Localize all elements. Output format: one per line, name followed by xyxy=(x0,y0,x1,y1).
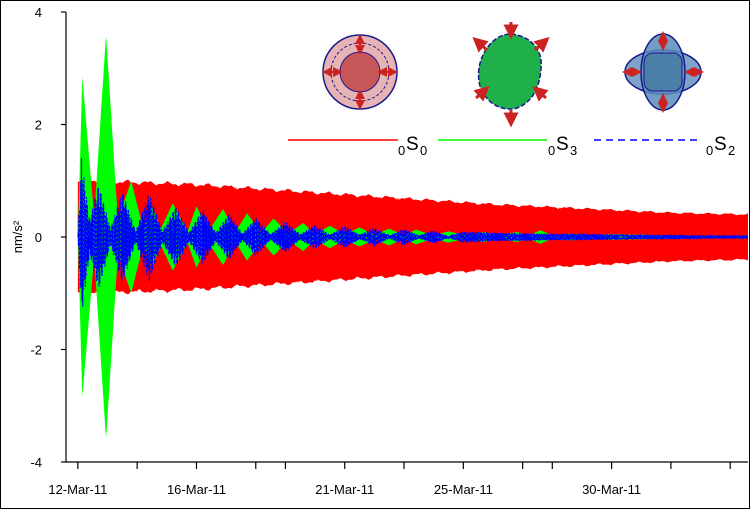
legend-main-0s3: S xyxy=(556,134,569,155)
x-ticks: 12-Mar-11 16-Mar-11 21-Mar-11 25-Mar-11 30-M… xyxy=(48,462,731,497)
series-layer xyxy=(77,36,748,438)
x-tick-label: 12-Mar-11 xyxy=(48,482,107,497)
legend-item-0s0: 0 S 0 xyxy=(288,134,427,158)
legend-mode-0s3: 3 xyxy=(570,143,577,158)
y-tick-label: -2 xyxy=(30,343,42,358)
x-tick-label: 30-Mar-11 xyxy=(582,482,641,497)
legend-item-0s2: 0 S 2 xyxy=(594,134,735,158)
inset-0s2-mode xyxy=(622,31,704,113)
y-axis-label: nm/s² xyxy=(10,220,25,253)
legend-sub-0s0: 0 xyxy=(398,143,405,158)
legend-mode-0s2: 2 xyxy=(728,143,735,158)
x-tick-label: 16-Mar-11 xyxy=(167,482,226,497)
inset-0s3-mode xyxy=(472,22,550,128)
legend-main-0s2: S xyxy=(714,134,727,155)
legend-item-0s3: 0 S 3 xyxy=(438,134,577,158)
x-tick-label: 25-Mar-11 xyxy=(434,482,493,497)
legend-sub-0s2: 0 xyxy=(706,143,713,158)
y-tick-label: 2 xyxy=(35,118,42,133)
legend: 0 S 0 0 S 3 0 S 2 xyxy=(288,134,735,158)
legend-sub-0s3: 0 xyxy=(548,143,555,158)
y-tick-label: -4 xyxy=(30,455,42,470)
legend-main-0s0: S xyxy=(406,134,419,155)
legend-mode-0s0: 0 xyxy=(420,143,427,158)
y-tick-label: 4 xyxy=(35,5,42,20)
y-tick-label: 0 xyxy=(35,230,42,245)
inset-0s0-radial-mode xyxy=(322,34,398,110)
series-0s2-line xyxy=(77,157,748,307)
y-ticks: 4 2 0 -2 -4 xyxy=(30,5,66,470)
x-tick-label: 21-Mar-11 xyxy=(315,482,374,497)
series-0s0-line xyxy=(77,180,748,294)
